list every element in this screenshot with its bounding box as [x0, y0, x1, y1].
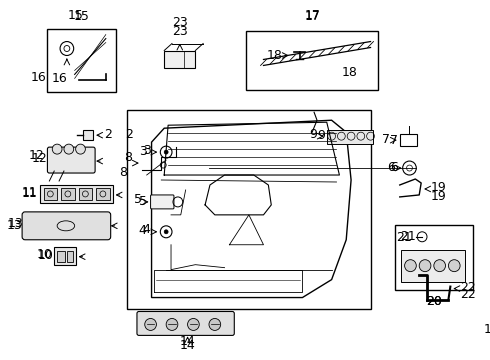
Bar [61, 188, 74, 200]
Text: 5: 5 [139, 195, 147, 208]
Bar [395, 225, 473, 289]
Bar [78, 188, 92, 200]
Text: 23: 23 [172, 16, 188, 29]
Text: 22: 22 [460, 281, 476, 294]
Bar [57, 251, 65, 262]
FancyBboxPatch shape [150, 195, 174, 209]
Text: 2: 2 [125, 128, 133, 141]
Bar [327, 130, 373, 144]
Bar [48, 28, 116, 92]
Text: 5: 5 [134, 193, 142, 206]
Text: 19: 19 [431, 181, 447, 194]
Text: 21: 21 [400, 230, 416, 243]
Text: 12: 12 [32, 152, 48, 165]
Text: 9: 9 [317, 129, 325, 142]
Text: 3: 3 [139, 145, 147, 158]
Text: 13: 13 [7, 217, 23, 230]
Text: 20: 20 [426, 295, 442, 308]
Text: 17: 17 [304, 10, 320, 23]
Bar [54, 247, 75, 265]
Bar [246, 31, 378, 90]
Text: 14: 14 [180, 335, 196, 348]
Text: 11: 11 [22, 186, 38, 199]
Circle shape [164, 150, 168, 154]
Circle shape [166, 319, 178, 330]
Text: 8: 8 [119, 166, 127, 179]
Bar [40, 185, 113, 203]
Text: 16: 16 [51, 72, 67, 85]
Text: 16: 16 [31, 71, 47, 84]
Bar [127, 110, 370, 310]
Text: 19: 19 [431, 190, 447, 203]
Circle shape [188, 319, 199, 330]
Text: 4: 4 [143, 223, 150, 236]
Circle shape [145, 319, 156, 330]
Circle shape [434, 260, 445, 272]
Text: 10: 10 [37, 249, 53, 262]
Text: 11: 11 [22, 188, 38, 201]
Bar [400, 134, 417, 146]
Text: 20: 20 [426, 295, 442, 308]
Bar [164, 50, 196, 68]
Text: 22: 22 [460, 288, 476, 301]
FancyBboxPatch shape [137, 311, 234, 336]
Text: 7: 7 [382, 132, 390, 146]
Text: 7: 7 [390, 134, 398, 147]
Text: 13: 13 [6, 219, 22, 232]
Text: 8: 8 [124, 150, 132, 163]
Text: 2: 2 [104, 128, 112, 141]
Circle shape [405, 260, 416, 272]
Text: 23: 23 [172, 25, 188, 38]
Circle shape [75, 144, 85, 154]
Circle shape [419, 260, 431, 272]
Text: 14: 14 [180, 339, 196, 352]
Circle shape [209, 319, 221, 330]
Text: 21: 21 [396, 231, 412, 244]
Text: 10: 10 [36, 248, 52, 261]
Text: 9: 9 [309, 128, 317, 141]
Text: 15: 15 [68, 9, 84, 22]
Bar [83, 130, 93, 140]
Bar [96, 188, 110, 200]
Text: 1: 1 [484, 323, 490, 336]
FancyBboxPatch shape [48, 147, 95, 173]
Text: 12: 12 [29, 149, 45, 162]
Text: 18: 18 [267, 49, 283, 62]
Text: 6: 6 [390, 161, 398, 174]
Text: 3: 3 [143, 144, 150, 157]
Bar [67, 251, 73, 262]
Text: 4: 4 [139, 224, 147, 237]
Circle shape [164, 230, 168, 234]
Text: 15: 15 [74, 10, 89, 23]
Circle shape [448, 260, 460, 272]
Circle shape [64, 144, 74, 154]
Text: 17: 17 [304, 9, 320, 22]
FancyBboxPatch shape [22, 212, 111, 240]
Bar [44, 188, 57, 200]
Text: 6: 6 [387, 161, 395, 174]
Bar [401, 250, 465, 282]
Circle shape [52, 144, 62, 154]
Text: 18: 18 [342, 66, 357, 79]
